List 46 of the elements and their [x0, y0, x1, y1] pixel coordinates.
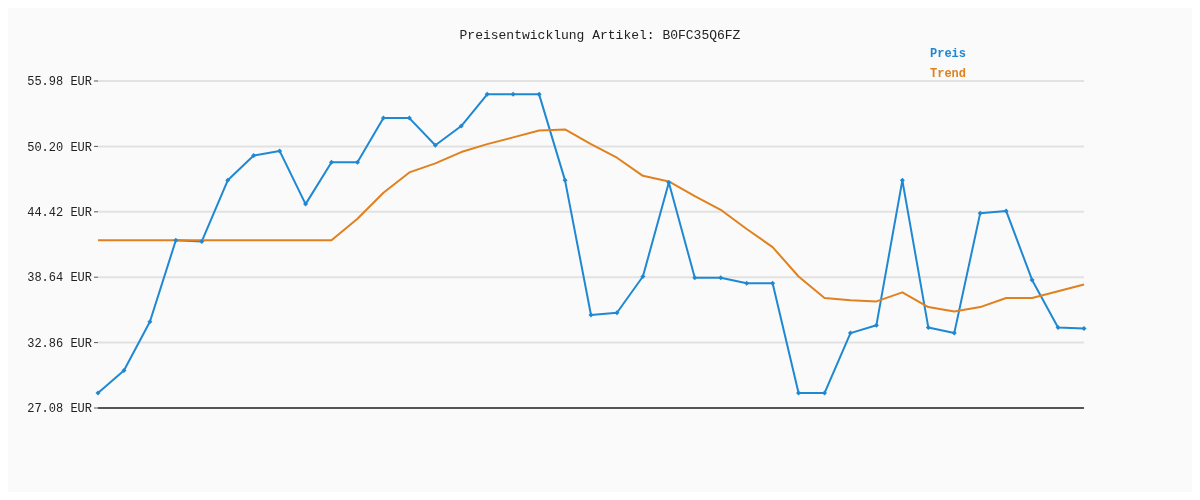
point [562, 177, 568, 183]
point [614, 310, 620, 316]
y-tick-label: 27.08 EUR [27, 402, 92, 417]
line-series [97, 128, 1085, 313]
text: Preis [929, 46, 966, 63]
point [744, 280, 750, 286]
text: Trend [929, 66, 966, 83]
y-tick-label: 44.42 EUR [27, 206, 92, 221]
point [277, 148, 283, 154]
point [640, 274, 646, 280]
point [199, 238, 205, 244]
point [692, 275, 698, 281]
point [977, 210, 983, 216]
point [225, 177, 231, 183]
y-tick-label: 55.98 EUR [27, 75, 92, 90]
point [354, 159, 360, 165]
point [484, 91, 490, 97]
point [1003, 208, 1009, 214]
point [329, 159, 335, 165]
point [95, 390, 101, 396]
point [588, 312, 594, 318]
point [510, 91, 516, 97]
point [303, 201, 309, 207]
point [121, 367, 127, 373]
point [380, 115, 386, 121]
point [536, 91, 542, 97]
point [822, 390, 828, 396]
point [873, 322, 879, 328]
point [458, 123, 464, 129]
point [951, 330, 957, 336]
point [899, 177, 905, 183]
point [1081, 326, 1087, 332]
point [847, 330, 853, 336]
point [1029, 277, 1035, 283]
point [925, 324, 931, 330]
chart-title: Preisentwicklung Artikel: B0FC35Q6FZ [458, 28, 742, 43]
point [432, 142, 438, 148]
point [147, 319, 153, 325]
point [1055, 324, 1061, 330]
point [770, 280, 776, 286]
point [718, 275, 724, 281]
y-tick-label: 38.64 EUR [27, 271, 92, 286]
y-tick-label: 32.86 EUR [27, 336, 92, 351]
point [173, 237, 179, 243]
y-tick-label: 50.20 EUR [27, 140, 92, 155]
point [251, 152, 257, 158]
